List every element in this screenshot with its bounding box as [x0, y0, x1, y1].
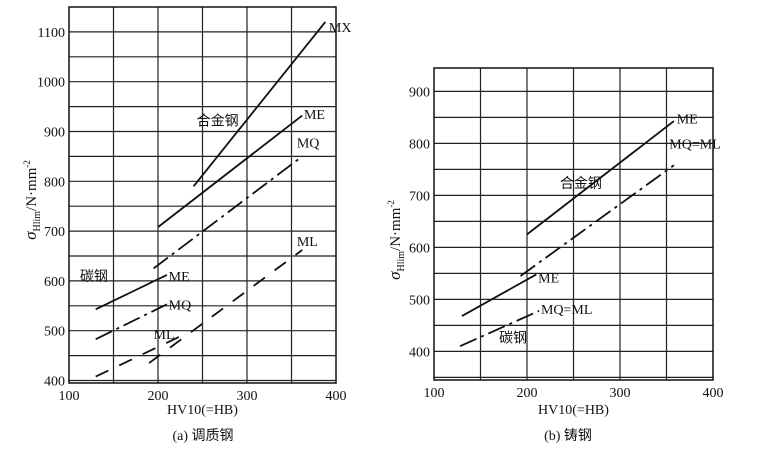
series-line-me: [526, 120, 675, 236]
x-tick-label: 400: [326, 389, 347, 404]
chart-caption: (a) 调质钢: [172, 428, 233, 444]
x-axis-label: HV10(=HB): [538, 403, 609, 418]
x-axis-label: HV10(=HB): [167, 403, 238, 418]
x-tick-label: 100: [424, 386, 445, 401]
x-tick-label: 100: [59, 389, 80, 404]
y-tick-label: 1100: [38, 26, 65, 41]
series-label: ME: [169, 270, 190, 285]
y-tick-label: 500: [44, 325, 65, 340]
y-axis-label-unit: /N·mm: [24, 167, 40, 211]
y-axis-label-symbol: σ: [385, 271, 404, 280]
chart-b: 100 200 300 400 400 500 600 700 800 900 HV10(=HB) σ…: [385, 67, 724, 444]
y-axis-label-superscript: -2: [386, 200, 396, 208]
series-label: ML: [154, 328, 175, 343]
chart-caption: (b) 铸钢: [544, 428, 592, 444]
y-axis-label-symbol: σ: [21, 231, 40, 240]
x-tick-label: 200: [517, 386, 538, 401]
y-axis-label: σHlim/N·mm-2: [385, 200, 407, 280]
series-label: MQ=ML: [669, 137, 720, 152]
y-tick-label: 1000: [37, 76, 65, 91]
series-label: ME: [538, 272, 559, 287]
group-label: 碳钢: [80, 269, 108, 285]
series-label: MX: [329, 21, 352, 36]
series-line-ml: [148, 249, 303, 364]
series-label: MQ=ML: [541, 303, 592, 318]
group-label: 合金钢: [560, 176, 602, 192]
series-label: MQ: [169, 298, 192, 313]
y-axis-label-subscript: Hlim: [396, 251, 407, 272]
group-label: 碳钢: [499, 330, 527, 346]
series-line-mx: [192, 21, 327, 187]
y-tick-label: 800: [44, 175, 65, 190]
y-axis-label: σHlim/N·mm-2: [21, 160, 43, 240]
y-tick-label: 500: [409, 293, 430, 308]
series-line-ml: [95, 331, 190, 378]
series-label: ML: [297, 235, 318, 250]
series-line-mq: [153, 155, 303, 270]
x-tick-label: 300: [237, 389, 258, 404]
x-tick-label: 300: [610, 386, 631, 401]
y-tick-label: 400: [409, 345, 430, 360]
series-line-me: [461, 273, 537, 317]
y-tick-label: 800: [409, 137, 430, 152]
y-tick-label: 600: [44, 275, 65, 290]
x-tick-label: 200: [148, 389, 169, 404]
series-line-mq: [95, 303, 168, 340]
series-label: MQ: [297, 136, 320, 151]
series-line-me: [95, 274, 168, 311]
series-line-mq-ml: [519, 164, 675, 277]
series-label: ME: [304, 108, 325, 123]
series-line-me: [157, 114, 303, 228]
plot-frame: [68, 6, 337, 384]
y-tick-label: 700: [409, 189, 430, 204]
y-tick-label: 900: [44, 126, 65, 141]
y-tick-label: 700: [44, 225, 65, 240]
x-tick-label: 400: [703, 386, 724, 401]
y-axis-label-superscript: -2: [22, 160, 32, 168]
y-tick-label: 900: [409, 85, 430, 100]
y-tick-label: 600: [409, 241, 430, 256]
series-line-mq-ml: [459, 310, 540, 348]
plot-frame: [433, 67, 714, 381]
y-tick-label: 400: [44, 375, 65, 390]
y-axis-label-subscript: Hlim: [32, 211, 43, 232]
series-label: ME: [677, 112, 698, 127]
y-axis-label-unit: /N·mm: [388, 207, 404, 251]
chart-a: 100 200 300 400 400 500 600 700 800 900 1000 1100 HV…: [21, 6, 352, 444]
group-label: 合金钢: [197, 114, 239, 130]
